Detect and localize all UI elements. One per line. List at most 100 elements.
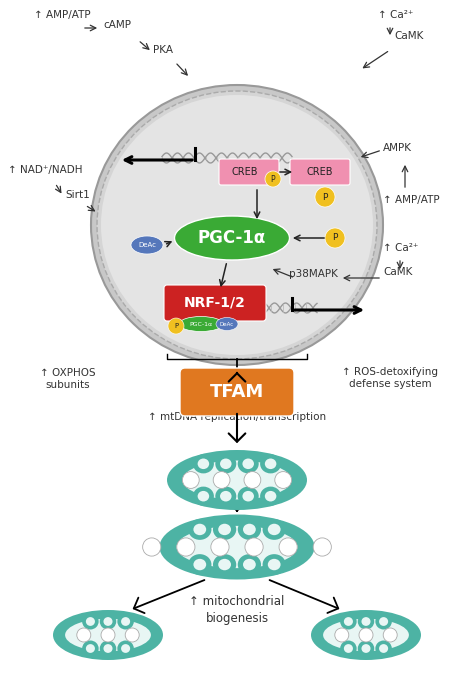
Circle shape [359, 628, 373, 642]
Text: ↑ Ca²⁺: ↑ Ca²⁺ [383, 243, 419, 253]
Text: ↑ OXPHOS
subunits: ↑ OXPHOS subunits [40, 368, 96, 390]
Circle shape [313, 538, 331, 556]
Circle shape [315, 187, 335, 207]
Text: ↑ AMP/ATP: ↑ AMP/ATP [34, 10, 91, 20]
Ellipse shape [65, 619, 151, 651]
Circle shape [265, 171, 281, 187]
Ellipse shape [243, 524, 256, 535]
Ellipse shape [268, 559, 281, 570]
Ellipse shape [193, 559, 206, 570]
Ellipse shape [213, 519, 236, 540]
Ellipse shape [379, 644, 388, 653]
Text: PKA: PKA [153, 45, 173, 55]
Ellipse shape [174, 216, 290, 260]
Ellipse shape [323, 619, 409, 651]
Text: cAMP: cAMP [103, 20, 131, 30]
Text: PGC-1α: PGC-1α [190, 321, 212, 327]
Ellipse shape [220, 458, 232, 469]
Text: CaMK: CaMK [394, 31, 423, 41]
Circle shape [77, 628, 91, 642]
Text: DeAc: DeAc [220, 321, 234, 327]
Text: P: P [322, 192, 328, 201]
Ellipse shape [218, 559, 231, 570]
Ellipse shape [121, 644, 130, 653]
Circle shape [125, 628, 139, 642]
Ellipse shape [198, 491, 209, 501]
Ellipse shape [265, 491, 276, 501]
Ellipse shape [100, 614, 116, 629]
FancyBboxPatch shape [219, 159, 279, 185]
Circle shape [275, 471, 292, 488]
Ellipse shape [311, 610, 421, 660]
FancyBboxPatch shape [164, 285, 266, 321]
Text: DeAc: DeAc [138, 242, 156, 248]
Ellipse shape [188, 554, 211, 575]
FancyBboxPatch shape [290, 159, 350, 185]
Circle shape [279, 538, 297, 556]
Ellipse shape [358, 640, 374, 657]
Text: NRF-1/2: NRF-1/2 [184, 296, 246, 310]
Ellipse shape [362, 617, 371, 626]
Ellipse shape [101, 95, 373, 355]
Ellipse shape [121, 617, 130, 626]
Ellipse shape [265, 458, 276, 469]
Ellipse shape [340, 614, 356, 629]
Ellipse shape [131, 236, 163, 254]
Ellipse shape [193, 454, 214, 473]
Ellipse shape [242, 491, 254, 501]
Text: ↑ AMP/ATP: ↑ AMP/ATP [383, 195, 439, 205]
Text: ↑ ROS-detoxifying
defense system: ↑ ROS-detoxifying defense system [342, 367, 438, 389]
Ellipse shape [242, 458, 254, 469]
FancyBboxPatch shape [180, 368, 294, 416]
Ellipse shape [167, 450, 307, 510]
Ellipse shape [182, 460, 292, 499]
Circle shape [177, 538, 195, 556]
Text: TFAM: TFAM [210, 383, 264, 401]
Ellipse shape [340, 640, 356, 657]
Circle shape [211, 538, 229, 556]
Ellipse shape [216, 318, 238, 331]
Circle shape [168, 318, 184, 334]
Ellipse shape [118, 614, 134, 629]
Ellipse shape [179, 316, 223, 331]
Ellipse shape [263, 519, 286, 540]
Text: PGC-1α: PGC-1α [198, 229, 266, 247]
Text: CREB: CREB [232, 167, 258, 177]
Ellipse shape [238, 554, 261, 575]
Ellipse shape [86, 644, 95, 653]
Ellipse shape [263, 554, 286, 575]
Ellipse shape [218, 524, 231, 535]
Circle shape [244, 471, 261, 488]
Ellipse shape [344, 617, 353, 626]
Circle shape [101, 628, 115, 642]
Text: P: P [174, 323, 178, 329]
Ellipse shape [82, 640, 99, 657]
Ellipse shape [91, 85, 383, 365]
Ellipse shape [53, 610, 163, 660]
Ellipse shape [215, 454, 237, 473]
Circle shape [213, 471, 230, 488]
Ellipse shape [193, 486, 214, 506]
Ellipse shape [220, 491, 232, 501]
Text: ↑ Ca²⁺: ↑ Ca²⁺ [378, 10, 413, 20]
Text: AMPK: AMPK [383, 143, 412, 153]
Ellipse shape [103, 644, 112, 653]
Ellipse shape [193, 524, 206, 535]
Ellipse shape [100, 640, 116, 657]
Ellipse shape [103, 617, 112, 626]
Ellipse shape [213, 554, 236, 575]
Text: CREB: CREB [307, 167, 333, 177]
Ellipse shape [268, 524, 281, 535]
Text: P: P [332, 233, 337, 243]
Text: ↑ mitochondrial
biogenesis: ↑ mitochondrial biogenesis [189, 595, 285, 625]
Ellipse shape [159, 514, 315, 580]
Circle shape [182, 471, 199, 488]
Text: ↑ NAD⁺/NADH: ↑ NAD⁺/NADH [8, 165, 82, 175]
Circle shape [245, 538, 263, 556]
Circle shape [335, 628, 349, 642]
Ellipse shape [344, 644, 353, 653]
Circle shape [383, 628, 397, 642]
Text: Sirt1: Sirt1 [65, 190, 90, 200]
Ellipse shape [375, 640, 392, 657]
Ellipse shape [97, 91, 377, 359]
